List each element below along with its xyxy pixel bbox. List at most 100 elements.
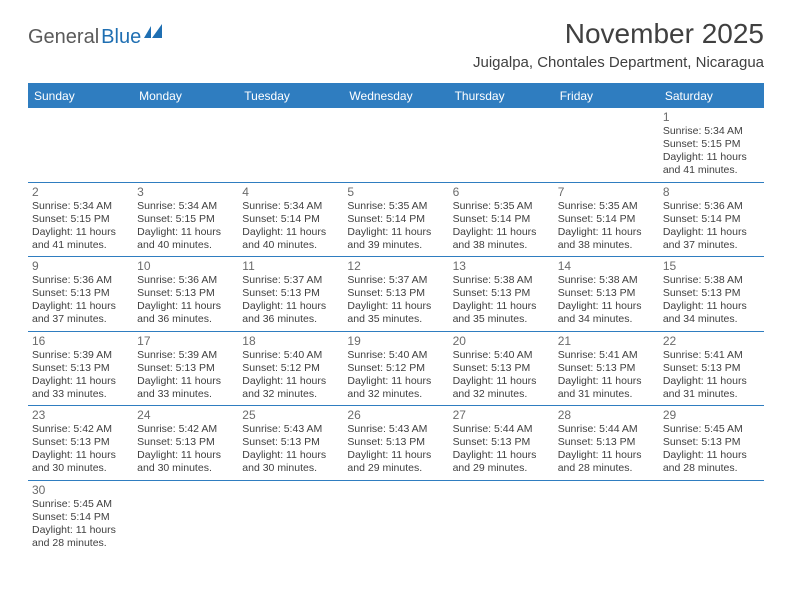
day-detail: and 33 minutes. [32,388,129,401]
week-row: 30Sunrise: 5:45 AMSunset: 5:14 PMDayligh… [28,481,764,555]
day-detail: and 37 minutes. [663,239,760,252]
logo: General Blue [28,24,168,51]
day-detail: Daylight: 11 hours [453,449,550,462]
day-number: 20 [453,334,550,348]
day-detail: Sunrise: 5:35 AM [347,200,444,213]
day-detail: Sunset: 5:15 PM [32,213,129,226]
day-detail: and 28 minutes. [558,462,655,475]
day-detail: Sunrise: 5:40 AM [242,349,339,362]
day-detail: and 35 minutes. [453,313,550,326]
day-detail: Daylight: 11 hours [347,375,444,388]
day-detail: Daylight: 11 hours [453,226,550,239]
day-detail: Sunrise: 5:43 AM [347,423,444,436]
day-detail: Sunset: 5:13 PM [347,436,444,449]
day-detail: Daylight: 11 hours [32,226,129,239]
day-cell: 10Sunrise: 5:36 AMSunset: 5:13 PMDayligh… [133,257,238,331]
day-cell [449,108,554,182]
day-cell [133,481,238,555]
day-number: 14 [558,259,655,273]
day-detail: Daylight: 11 hours [558,375,655,388]
day-cell: 1Sunrise: 5:34 AMSunset: 5:15 PMDaylight… [659,108,764,182]
day-detail: Sunset: 5:13 PM [663,436,760,449]
day-detail: Sunrise: 5:39 AM [137,349,234,362]
dow-friday: Friday [554,84,659,108]
day-detail: Sunset: 5:12 PM [347,362,444,375]
day-detail: Sunset: 5:14 PM [242,213,339,226]
day-cell: 9Sunrise: 5:36 AMSunset: 5:13 PMDaylight… [28,257,133,331]
day-detail: and 30 minutes. [137,462,234,475]
day-detail: Sunrise: 5:45 AM [32,498,129,511]
day-detail: Sunrise: 5:44 AM [558,423,655,436]
day-cell: 26Sunrise: 5:43 AMSunset: 5:13 PMDayligh… [343,406,448,480]
day-detail: Sunrise: 5:36 AM [663,200,760,213]
day-detail: and 36 minutes. [242,313,339,326]
day-cell: 2Sunrise: 5:34 AMSunset: 5:15 PMDaylight… [28,183,133,257]
month-title: November 2025 [473,18,764,50]
day-detail: and 30 minutes. [32,462,129,475]
day-number: 4 [242,185,339,199]
day-cell: 19Sunrise: 5:40 AMSunset: 5:12 PMDayligh… [343,332,448,406]
day-detail: Sunrise: 5:35 AM [453,200,550,213]
day-detail: Daylight: 11 hours [453,300,550,313]
week-row: 1Sunrise: 5:34 AMSunset: 5:15 PMDaylight… [28,108,764,183]
day-detail: Daylight: 11 hours [663,449,760,462]
day-detail: and 30 minutes. [242,462,339,475]
day-cell: 3Sunrise: 5:34 AMSunset: 5:15 PMDaylight… [133,183,238,257]
day-detail: Sunset: 5:12 PM [242,362,339,375]
day-detail: Daylight: 11 hours [347,300,444,313]
day-cell: 11Sunrise: 5:37 AMSunset: 5:13 PMDayligh… [238,257,343,331]
day-cell: 30Sunrise: 5:45 AMSunset: 5:14 PMDayligh… [28,481,133,555]
day-detail: Daylight: 11 hours [242,449,339,462]
day-cell: 8Sunrise: 5:36 AMSunset: 5:14 PMDaylight… [659,183,764,257]
week-row: 16Sunrise: 5:39 AMSunset: 5:13 PMDayligh… [28,332,764,407]
day-number: 17 [137,334,234,348]
day-number: 28 [558,408,655,422]
day-cell: 4Sunrise: 5:34 AMSunset: 5:14 PMDaylight… [238,183,343,257]
day-cell [343,108,448,182]
day-number: 30 [32,483,129,497]
day-detail: Sunrise: 5:39 AM [32,349,129,362]
day-cell [554,108,659,182]
day-detail: Sunset: 5:13 PM [453,362,550,375]
day-detail: Daylight: 11 hours [558,449,655,462]
day-detail: Sunset: 5:13 PM [558,287,655,300]
day-of-week-header: Sunday Monday Tuesday Wednesday Thursday… [28,84,764,108]
day-detail: Sunset: 5:13 PM [137,287,234,300]
day-detail: Sunrise: 5:34 AM [137,200,234,213]
day-cell [133,108,238,182]
day-detail: Sunset: 5:13 PM [137,436,234,449]
day-detail: Daylight: 11 hours [137,300,234,313]
day-number: 5 [347,185,444,199]
day-detail: Daylight: 11 hours [242,300,339,313]
day-number: 24 [137,408,234,422]
day-detail: and 34 minutes. [558,313,655,326]
day-detail: Sunset: 5:14 PM [32,511,129,524]
day-detail: and 40 minutes. [242,239,339,252]
day-number: 3 [137,185,234,199]
day-number: 9 [32,259,129,273]
day-number: 25 [242,408,339,422]
day-detail: Sunrise: 5:42 AM [32,423,129,436]
day-cell [343,481,448,555]
day-detail: Sunrise: 5:34 AM [32,200,129,213]
day-detail: Sunrise: 5:44 AM [453,423,550,436]
day-cell [449,481,554,555]
day-number: 29 [663,408,760,422]
day-detail: Daylight: 11 hours [137,226,234,239]
day-cell: 18Sunrise: 5:40 AMSunset: 5:12 PMDayligh… [238,332,343,406]
day-number: 13 [453,259,550,273]
day-detail: Sunset: 5:13 PM [663,362,760,375]
day-detail: Daylight: 11 hours [663,226,760,239]
day-detail: Sunrise: 5:41 AM [663,349,760,362]
day-cell: 23Sunrise: 5:42 AMSunset: 5:13 PMDayligh… [28,406,133,480]
day-number: 11 [242,259,339,273]
day-detail: Sunrise: 5:42 AM [137,423,234,436]
day-detail: Sunrise: 5:41 AM [558,349,655,362]
day-detail: Sunrise: 5:34 AM [242,200,339,213]
day-cell [28,108,133,182]
day-number: 8 [663,185,760,199]
day-detail: and 35 minutes. [347,313,444,326]
day-detail: Sunset: 5:13 PM [453,436,550,449]
logo-flag-icon [144,24,168,45]
day-cell: 6Sunrise: 5:35 AMSunset: 5:14 PMDaylight… [449,183,554,257]
